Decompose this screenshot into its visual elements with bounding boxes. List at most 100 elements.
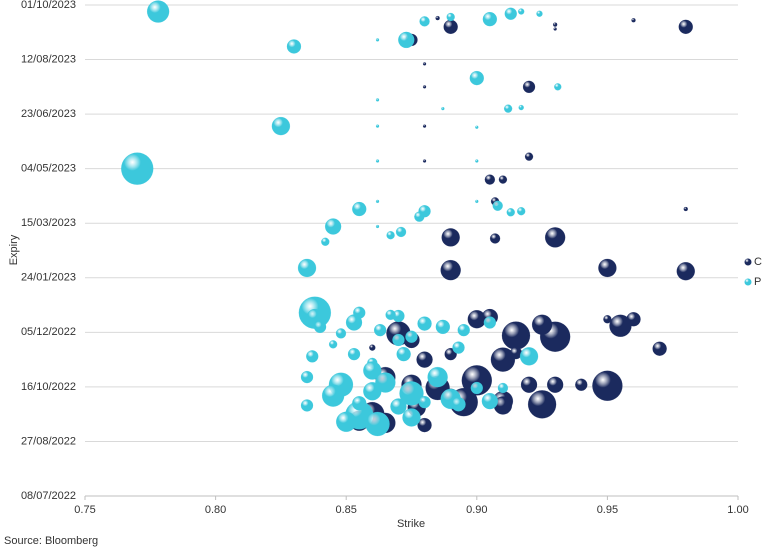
bubble <box>396 346 411 362</box>
source: Source: Bloomberg <box>4 535 98 547</box>
x-tick-label: 0.90 <box>466 504 487 516</box>
y-tick-label: 16/10/2022 <box>21 381 76 393</box>
bubble <box>375 124 380 128</box>
bubble <box>328 340 338 349</box>
bubble <box>375 98 380 102</box>
bubble <box>518 104 524 111</box>
bubble <box>300 370 314 384</box>
bubble <box>297 258 317 278</box>
bubble <box>418 395 431 409</box>
bubble <box>375 38 380 42</box>
bubble <box>363 361 382 380</box>
x-axis-label: Strike <box>397 518 425 530</box>
bubble <box>414 211 425 222</box>
bubble <box>300 399 314 412</box>
bubble <box>398 31 415 49</box>
bubble <box>313 320 327 334</box>
bubble <box>335 328 347 339</box>
bubble <box>626 311 641 327</box>
legend-label: P <box>754 276 761 288</box>
bubble <box>271 116 291 136</box>
bubble <box>446 12 455 22</box>
bubble <box>544 227 566 248</box>
bubble <box>419 16 430 27</box>
legend-label: C <box>754 256 762 268</box>
bubble <box>392 333 405 347</box>
bubble <box>405 330 418 343</box>
y-tick-label: 23/06/2023 <box>21 108 76 120</box>
bubble <box>469 70 485 86</box>
bubble <box>324 218 342 235</box>
bubble <box>492 200 503 212</box>
bubble <box>441 228 460 247</box>
bubble <box>385 309 396 321</box>
bubble <box>461 365 493 396</box>
bubble <box>475 199 479 204</box>
legend-marker <box>744 278 752 286</box>
bubble <box>375 159 380 163</box>
bubble <box>575 378 588 391</box>
bubble <box>546 376 564 393</box>
bubble <box>527 390 557 419</box>
bubble <box>501 321 531 350</box>
bubble <box>422 62 427 66</box>
x-tick-label: 0.95 <box>597 504 618 516</box>
bubble <box>652 341 667 356</box>
bubble <box>435 319 451 335</box>
y-tick-label: 04/05/2023 <box>21 163 76 175</box>
bubble <box>440 259 461 281</box>
x-tick-label: 0.80 <box>205 504 226 516</box>
y-tick-label: 12/08/2023 <box>21 53 76 65</box>
bubble <box>676 261 696 281</box>
bubble <box>683 206 689 212</box>
bubble <box>375 224 380 229</box>
bubble <box>498 175 508 184</box>
bubble <box>536 10 543 17</box>
bubble <box>369 344 376 351</box>
bubble <box>286 39 302 54</box>
bubble <box>516 206 526 216</box>
bubble <box>443 19 458 35</box>
bubble <box>484 174 496 185</box>
bubble <box>503 104 513 113</box>
x-tick-label: 0.85 <box>335 504 356 516</box>
bubble <box>345 314 363 331</box>
bubble <box>441 106 445 111</box>
bubble <box>522 80 536 94</box>
bubble <box>321 384 345 407</box>
bubble <box>592 370 623 402</box>
legend-marker <box>744 258 752 266</box>
bubble <box>504 7 518 20</box>
bubble <box>524 152 534 161</box>
bubble <box>417 316 432 331</box>
bubble <box>506 208 516 217</box>
bubble <box>520 376 538 393</box>
bubble <box>457 323 470 337</box>
bubble <box>517 8 525 15</box>
bubble <box>554 83 562 91</box>
bubble <box>531 314 553 335</box>
bubble <box>363 382 382 401</box>
bubble <box>519 347 539 366</box>
bubble <box>395 226 407 238</box>
bubble <box>435 15 440 21</box>
bubble <box>347 347 361 361</box>
y-axis-label: Expiry <box>8 234 20 265</box>
bubble <box>490 347 516 372</box>
bubble <box>603 314 612 324</box>
bubble <box>553 27 557 31</box>
bubble <box>427 366 448 388</box>
bubble <box>483 316 497 329</box>
bubble <box>482 11 498 27</box>
y-tick-label: 08/07/2022 <box>21 490 76 502</box>
y-tick-label: 01/10/2023 <box>21 0 76 11</box>
y-tick-label: 15/03/2023 <box>21 217 76 229</box>
bubble <box>451 397 466 412</box>
bubble <box>422 124 427 128</box>
bubble <box>489 233 501 244</box>
bubble <box>386 230 395 240</box>
bubble <box>417 417 432 433</box>
bubble <box>452 341 465 354</box>
bubble <box>365 411 390 437</box>
